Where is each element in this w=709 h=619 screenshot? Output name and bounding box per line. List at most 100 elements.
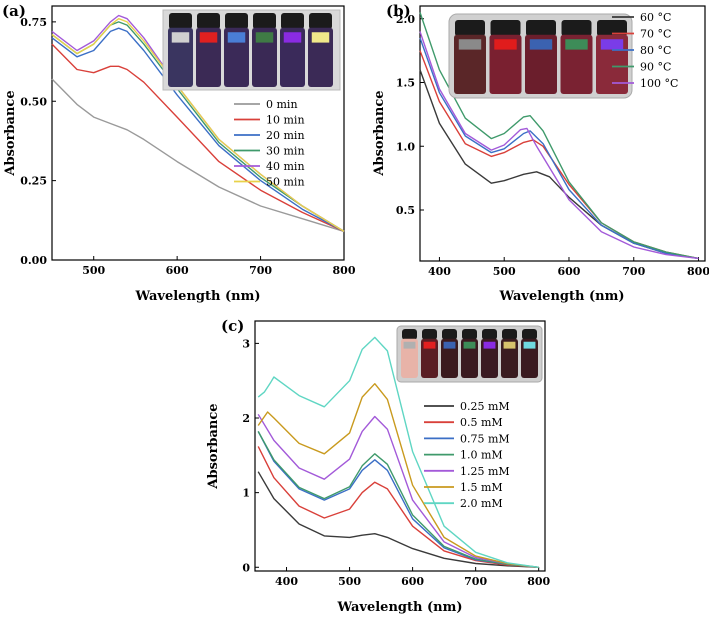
panel-c: (c) 400 500 600 700 800 0 1 2 3 0.25 mM 0.5 mM 0.7… <box>206 317 551 615</box>
legend-label: 50 min <box>266 176 305 189</box>
legend-label: 0.75 mM <box>460 432 510 445</box>
vial-label <box>171 32 190 43</box>
panel-c-inset <box>396 325 543 383</box>
panel-b: (b) 400 500 600 700 800 0.5 1.0 1.5 2.0 60 °C 70 … <box>372 2 709 304</box>
panel-a-ylabel: Absorbance <box>3 90 18 176</box>
panel-a-legend: 0 min 10 min 20 min 30 min 40 min 50 min <box>234 98 305 189</box>
y-tick-label: 0 <box>242 561 250 574</box>
y-tick-label: 0.00 <box>20 254 47 267</box>
panel-b-label: (b) <box>386 2 411 20</box>
panel-c-label: (c) <box>221 317 244 335</box>
legend-label: 1.5 mM <box>460 481 503 494</box>
series-line-90-c <box>419 12 699 260</box>
vial-label <box>503 341 516 349</box>
y-tick-label: 3 <box>242 337 250 350</box>
x-tick-label: 600 <box>401 575 424 588</box>
vial-cap <box>482 329 497 340</box>
series-line-10-min <box>51 43 345 233</box>
legend-label: 100 °C <box>640 77 678 90</box>
panel-c-plot: 400 500 600 700 800 0 1 2 3 <box>242 336 551 588</box>
series-line-1-25-mm <box>257 413 539 568</box>
x-tick-label: 700 <box>464 575 487 588</box>
vial-label <box>600 39 624 50</box>
x-tick-label: 700 <box>622 265 645 278</box>
vial-label <box>483 341 496 349</box>
panel-b-inset <box>448 13 633 99</box>
vial-cap <box>455 20 485 37</box>
y-tick-label: 0.25 <box>20 175 47 188</box>
vial-cap <box>225 13 248 30</box>
vial-label <box>443 341 456 349</box>
x-tick-label: 800 <box>687 265 709 278</box>
panel-b-plot: 400 500 600 700 800 0.5 1.0 1.5 2.0 <box>396 12 709 278</box>
series-line-100-c <box>419 31 699 260</box>
x-tick-label: 600 <box>557 265 580 278</box>
legend-label: 2.0 mM <box>460 497 503 510</box>
series-line-0-25-mm <box>257 471 539 568</box>
series-line-1-5-mm <box>257 383 539 568</box>
x-tick-label: 600 <box>166 264 189 277</box>
panel-b-frame <box>419 5 706 262</box>
y-tick-label: 2.0 <box>396 13 415 26</box>
x-tick-label: 500 <box>82 264 105 277</box>
vial-label <box>523 341 536 349</box>
legend-label: 80 °C <box>640 44 671 57</box>
legend-label: 90 °C <box>640 61 671 74</box>
legend-label: 10 min <box>266 114 305 127</box>
y-tick-label: 0.5 <box>396 204 415 217</box>
vial-cap <box>169 13 192 30</box>
series-line-50-min <box>51 18 345 232</box>
vial-cap <box>597 20 627 37</box>
x-tick-label: 500 <box>493 265 516 278</box>
y-tick-label: 2 <box>242 412 250 425</box>
vial-label <box>458 39 482 50</box>
series-line-80-c <box>419 37 699 260</box>
panel-c-vials <box>401 329 538 378</box>
vial-cap <box>281 13 304 30</box>
vial-label <box>565 39 588 50</box>
vial-cap <box>253 13 276 30</box>
vial-cap <box>522 329 537 340</box>
legend-label: 1.25 mM <box>460 465 510 478</box>
legend-label: 0.5 mM <box>460 416 503 429</box>
vial-label <box>227 32 246 43</box>
vial-label <box>403 341 416 349</box>
panel-a-inset <box>162 9 341 91</box>
panel-a-frame <box>51 5 345 261</box>
vial-label <box>494 39 517 50</box>
vial-label <box>199 32 218 43</box>
vial-cap <box>502 329 517 340</box>
x-tick-label: 500 <box>338 575 361 588</box>
series-line-0-5-mm <box>257 446 539 568</box>
legend-label: 60 °C <box>640 11 671 24</box>
x-tick-label: 800 <box>527 575 550 588</box>
vial-cap <box>197 13 220 30</box>
panel-c-xlabel: Wavelength (nm) <box>337 600 463 615</box>
y-tick-label: 1 <box>242 487 250 500</box>
legend-label: 40 min <box>266 160 305 173</box>
panel-c-frame <box>254 320 546 572</box>
panel-b-xlabel: Wavelength (nm) <box>499 289 625 304</box>
vial-cap <box>422 329 437 340</box>
x-tick-label: 400 <box>428 265 451 278</box>
legend-label: 0.25 mM <box>460 400 510 413</box>
panel-c-legend: 0.25 mM 0.5 mM 0.75 mM 1.0 mM 1.25 mM 1.5 mM 2… <box>424 400 510 510</box>
panel-b-ylabel: Absorbance <box>372 90 387 176</box>
panel-a-xlabel: Wavelength (nm) <box>135 289 261 304</box>
panel-a-plot: 500 600 700 800 0.00 0.25 0.50 0.75 <box>20 14 356 277</box>
panel-a-label: (a) <box>2 2 26 20</box>
series-line-0-min <box>51 78 345 233</box>
panel-c-ylabel: Absorbance <box>206 403 221 489</box>
legend-label: 0 min <box>266 98 298 111</box>
vial-cap <box>490 20 521 37</box>
x-tick-label: 400 <box>275 575 298 588</box>
vial-cap <box>526 20 556 37</box>
panel-b-legend: 60 °C 70 °C 80 °C 90 °C 100 °C <box>612 11 678 90</box>
vial-label <box>463 341 476 349</box>
legend-label: 1.0 mM <box>460 449 503 462</box>
panel-a: (a) 500 600 700 800 0.00 0.25 0.50 0.75 0 min 10… <box>2 2 356 304</box>
vial-cap <box>309 13 332 30</box>
y-tick-label: 0.75 <box>20 16 47 29</box>
x-tick-label: 800 <box>333 264 356 277</box>
